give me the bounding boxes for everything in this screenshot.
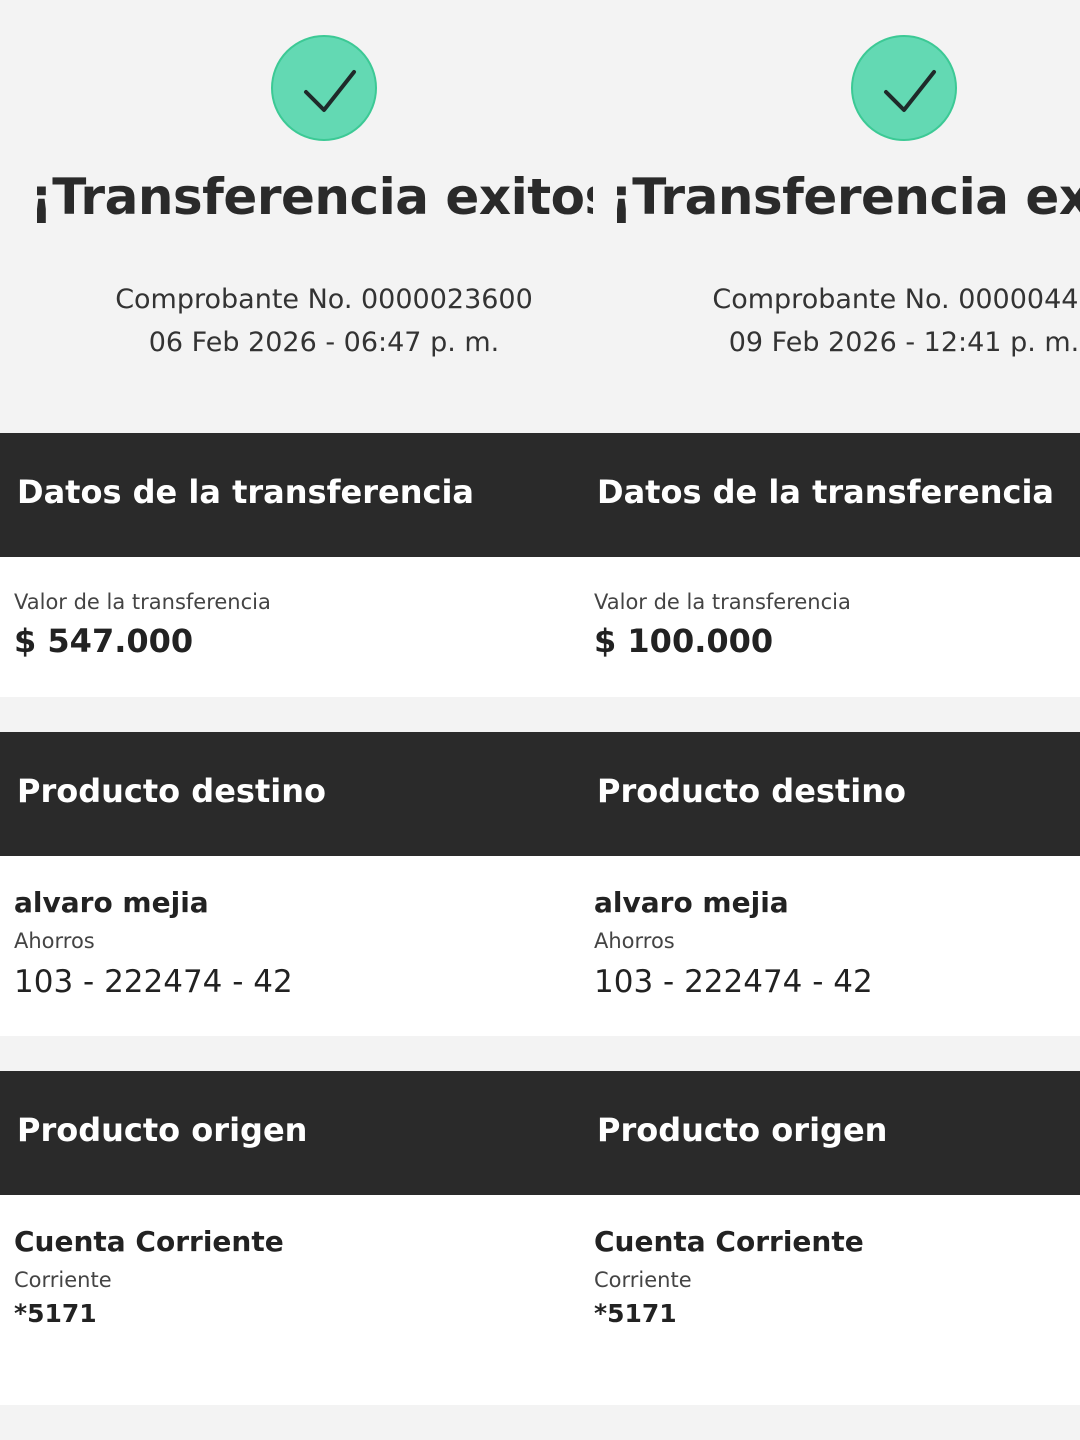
section-title: Producto destino: [597, 772, 906, 810]
transfer-data-header: Datos de la transferencia: [593, 433, 1080, 557]
success-title: ¡Transferencia exitosa: [30, 168, 593, 226]
destination-header: Producto destino: [0, 732, 593, 856]
success-title: ¡Transferencia exitosa: [610, 168, 1080, 226]
check-circle-icon: [271, 35, 377, 141]
transfer-data-section: Valor de la transferencia $ 547.000: [0, 557, 593, 697]
amount-value: $ 100.000: [594, 622, 774, 660]
destination-section: alvaro mejia Ahorros 103 - 222474 - 42: [593, 856, 1080, 1036]
origin-header: Producto origen: [0, 1071, 593, 1195]
receipt-panel: ¡Transferencia exitosa Comprobante No. 0…: [0, 35, 593, 1405]
amount-value: $ 547.000: [14, 622, 194, 660]
origin-header: Producto origen: [593, 1071, 1080, 1195]
receipt-datetime: 09 Feb 2026 - 12:41 p. m.: [728, 327, 1080, 358]
destination-type: Ahorros: [594, 929, 675, 953]
destination-name: alvaro mejia: [14, 886, 209, 919]
section-title: Producto origen: [597, 1111, 888, 1149]
transfer-data-header: Datos de la transferencia: [0, 433, 593, 557]
receipt-number: Comprobante No. 00000446: [712, 284, 1080, 315]
origin-type: Corriente: [14, 1268, 112, 1292]
origin-section: Cuenta Corriente Corriente *5171: [593, 1195, 1080, 1405]
receipt-panel: ¡Transferencia exitosa Comprobante No. 0…: [593, 0, 1080, 1440]
origin-account: *5171: [594, 1299, 677, 1328]
section-title: Datos de la transferencia: [597, 473, 1054, 511]
check-circle-icon: [851, 35, 957, 141]
receipt-left: ¡Transferencia exitosa Comprobante No. 0…: [0, 35, 593, 1405]
section-title: Datos de la transferencia: [17, 473, 474, 511]
receipt-number: Comprobante No. 0000023600: [115, 284, 533, 315]
origin-account: *5171: [14, 1299, 97, 1328]
origin-name: Cuenta Corriente: [14, 1225, 284, 1258]
origin-name: Cuenta Corriente: [594, 1225, 864, 1258]
amount-label: Valor de la transferencia: [14, 590, 271, 614]
destination-account: 103 - 222474 - 42: [14, 964, 293, 1000]
section-title: Producto destino: [17, 772, 326, 810]
destination-header: Producto destino: [593, 732, 1080, 856]
receipt-datetime: 06 Feb 2026 - 06:47 p. m.: [148, 327, 500, 358]
destination-account: 103 - 222474 - 42: [594, 964, 873, 1000]
origin-type: Corriente: [594, 1268, 692, 1292]
section-title: Producto origen: [17, 1111, 308, 1149]
receipt-right: ¡Transferencia exitosa Comprobante No. 0…: [593, 0, 1080, 1440]
destination-type: Ahorros: [14, 929, 95, 953]
destination-name: alvaro mejia: [594, 886, 789, 919]
amount-label: Valor de la transferencia: [594, 590, 851, 614]
origin-section: Cuenta Corriente Corriente *5171: [0, 1195, 593, 1405]
transfer-data-section: Valor de la transferencia $ 100.000: [593, 557, 1080, 697]
destination-section: alvaro mejia Ahorros 103 - 222474 - 42: [0, 856, 593, 1036]
